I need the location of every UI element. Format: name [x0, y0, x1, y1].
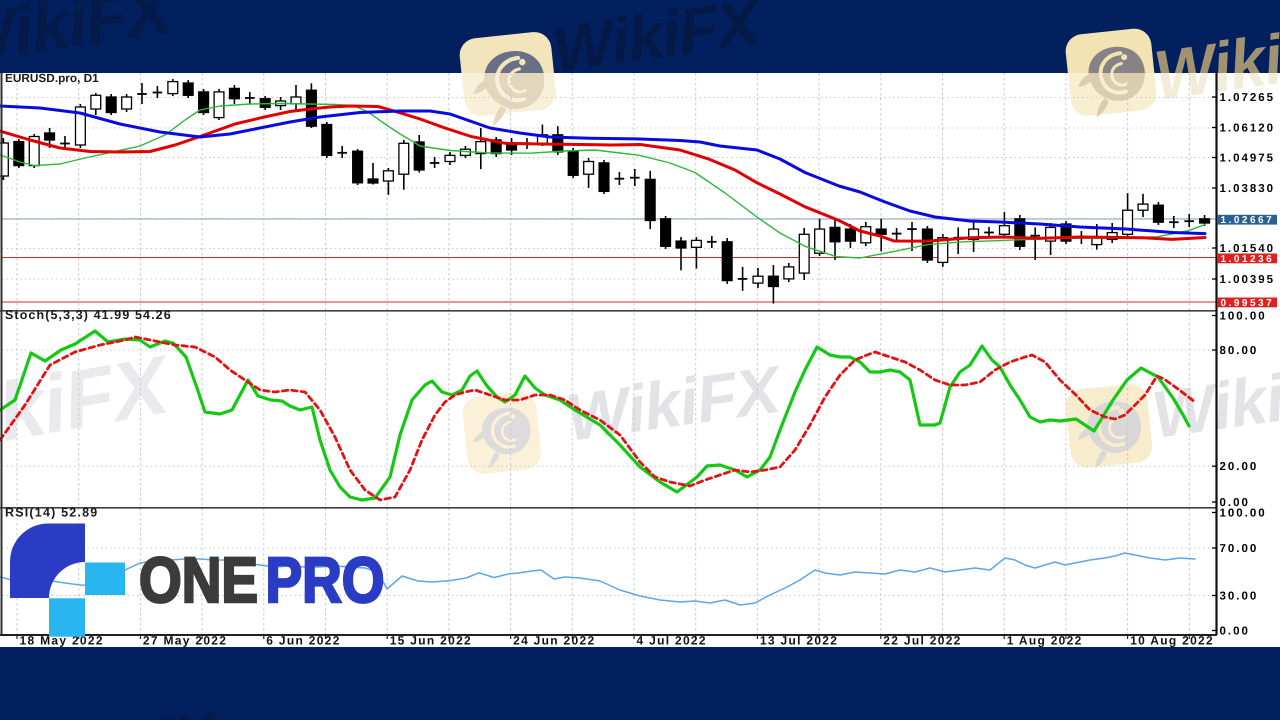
svg-text:0.00: 0.00: [1220, 626, 1250, 638]
svg-text:15 Jun 2022: 15 Jun 2022: [390, 634, 472, 648]
svg-text:1.07265: 1.07265: [1220, 92, 1276, 104]
svg-text:1.01236: 1.01236: [1221, 254, 1275, 265]
svg-text:1.06120: 1.06120: [1220, 123, 1276, 135]
svg-text:PRO: PRO: [266, 544, 385, 616]
svg-text:1.02667: 1.02667: [1221, 215, 1275, 226]
svg-text:EURUSD.pro, D1: EURUSD.pro, D1: [5, 71, 99, 85]
svg-text:ONE: ONE: [139, 544, 258, 616]
svg-text:80.00: 80.00: [1220, 345, 1259, 357]
svg-text:1.04975: 1.04975: [1220, 153, 1276, 165]
svg-text:30.00: 30.00: [1220, 591, 1259, 603]
svg-text:20.00: 20.00: [1220, 461, 1259, 473]
svg-text:1 Aug 2022: 1 Aug 2022: [1007, 634, 1083, 648]
svg-text:100.00: 100.00: [1220, 311, 1267, 323]
svg-text:0.99537: 0.99537: [1221, 298, 1275, 309]
svg-text:Stoch(5,3,3) 41.99 54.26: Stoch(5,3,3) 41.99 54.26: [5, 308, 172, 322]
svg-text:10 Aug 2022: 10 Aug 2022: [1130, 634, 1214, 648]
svg-text:18 May 2022: 18 May 2022: [20, 634, 104, 648]
svg-text:4 Jul 2022: 4 Jul 2022: [637, 634, 707, 648]
svg-text:100.00: 100.00: [1220, 508, 1267, 520]
svg-text:24 Jun 2022: 24 Jun 2022: [513, 634, 595, 648]
svg-text:6 Jun 2022: 6 Jun 2022: [266, 634, 340, 648]
svg-text:27 May 2022: 27 May 2022: [143, 634, 227, 648]
svg-text:70.00: 70.00: [1220, 543, 1259, 555]
svg-text:RSI(14) 52.89: RSI(14) 52.89: [5, 506, 98, 520]
svg-text:1.01540: 1.01540: [1220, 243, 1276, 255]
svg-text:1.03830: 1.03830: [1220, 183, 1276, 195]
svg-text:22 Jul 2022: 22 Jul 2022: [883, 634, 961, 648]
svg-text:0.00: 0.00: [1220, 497, 1250, 509]
svg-text:13 Jul 2022: 13 Jul 2022: [760, 634, 838, 648]
svg-text:1.00395: 1.00395: [1220, 274, 1276, 286]
